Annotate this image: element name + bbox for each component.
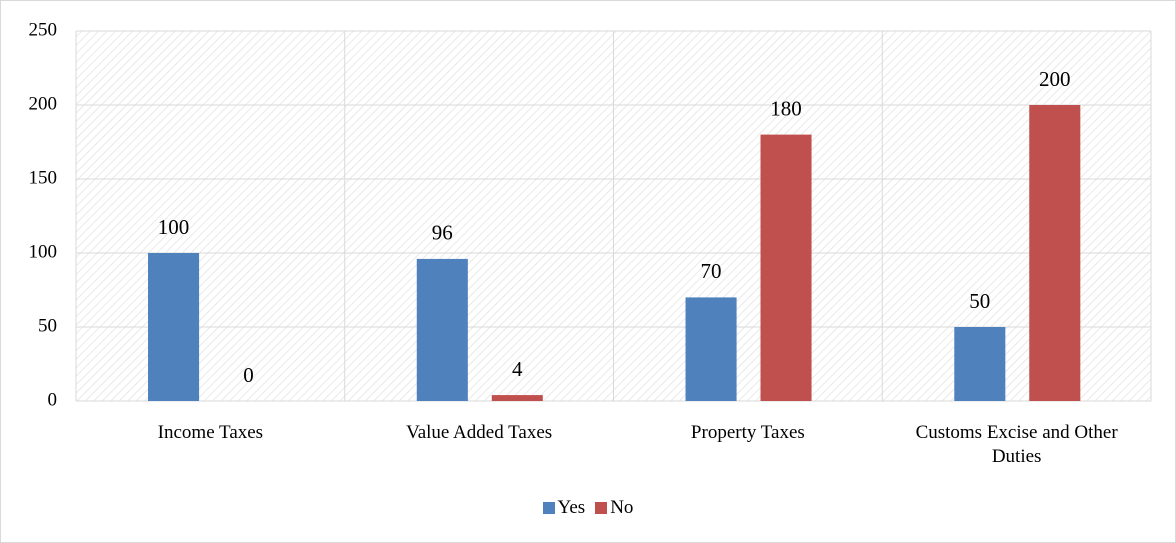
data-label: 100 [158, 215, 190, 239]
x-tick-label: Property Taxes [690, 422, 805, 443]
legend-swatch [595, 502, 608, 514]
data-label: 4 [512, 357, 523, 381]
x-tick-label: Customs Excise and Other Duties [915, 422, 1118, 467]
legend-item: Yes [542, 497, 586, 519]
data-label: 96 [432, 221, 453, 245]
bar [954, 327, 1006, 401]
bar [491, 395, 543, 401]
y-tick-label: 200 [29, 93, 58, 114]
y-tick-label: 250 [29, 19, 58, 40]
x-tick-label: Income Taxes [157, 422, 264, 443]
data-label: 180 [770, 96, 802, 120]
data-label: 70 [701, 259, 722, 283]
legend-swatch [542, 502, 555, 514]
bar [760, 134, 812, 401]
bar [685, 297, 737, 401]
bar [416, 258, 468, 401]
x-tick-label: Value Added Taxes [406, 422, 553, 443]
legend-label: Yes [557, 497, 586, 518]
data-label: 0 [243, 363, 254, 387]
y-tick-label: 100 [29, 241, 58, 262]
data-label: 50 [969, 289, 990, 313]
y-tick-label: 150 [29, 167, 58, 188]
legend-item: No [595, 497, 633, 519]
y-tick-label: 50 [38, 315, 57, 336]
data-label: 200 [1039, 67, 1071, 91]
legend: Yes No [1, 497, 1175, 519]
bar [1029, 105, 1081, 401]
bar [148, 253, 200, 401]
legend-label: No [610, 497, 634, 518]
y-tick-label: 0 [48, 389, 58, 410]
